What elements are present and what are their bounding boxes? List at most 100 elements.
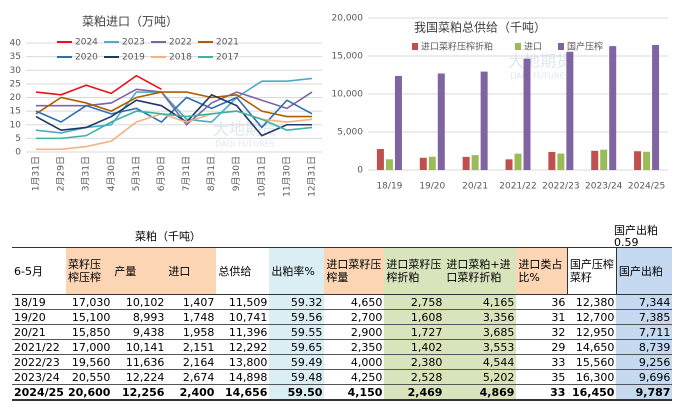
- header-cell: 国产出粕: [616, 247, 673, 295]
- header-cell: 进口菜粕+进口菜籽折粕: [444, 247, 517, 295]
- table-cell: 7,385: [616, 309, 673, 325]
- table-cell: 10,141: [112, 339, 167, 355]
- table-cell: 2,900: [324, 324, 385, 340]
- table-cell: 35: [516, 369, 568, 385]
- table-cell: 1,958: [166, 324, 217, 340]
- header-cell: 进口: [166, 247, 217, 295]
- chart-title: 菜粕进口（万吨）: [82, 14, 178, 29]
- header-cell: 进口类占比%: [516, 247, 568, 295]
- table-row: 18/19 17,030 10,102 1,407 11,509 59.32 4,650 2,…: [12, 294, 673, 310]
- y-tick-label: 0: [357, 166, 363, 176]
- table-cell: 11,396: [216, 324, 270, 340]
- table-cell: 1,402: [384, 339, 445, 355]
- data-line: [35, 74, 162, 96]
- bar: [419, 157, 427, 170]
- bar: [480, 71, 488, 170]
- bar: [437, 73, 445, 170]
- legend-label: 进口: [524, 42, 542, 53]
- bar: [591, 150, 599, 170]
- legend-label: 2020: [75, 53, 98, 63]
- legend-label: 2022: [169, 38, 192, 48]
- bar: [609, 46, 617, 171]
- data-line: [36, 110, 313, 140]
- table-cell: 1,748: [166, 309, 217, 325]
- table-cell: 18/19: [12, 294, 66, 310]
- header-cell: 进口菜籽压榨量: [324, 247, 385, 295]
- table-cell: 36: [516, 294, 568, 310]
- table-row: 2022/23 19,560 11,636 2,164 13,800 59.49 4,000…: [12, 354, 673, 370]
- header-cell: 总供给: [216, 247, 270, 295]
- x-tick-label: 3月31日: [81, 156, 92, 191]
- table-cell: 10,102: [112, 294, 167, 310]
- legend-swatch: [558, 43, 564, 50]
- data-line: [36, 110, 313, 151]
- header-cell: 菜籽压榨压榨: [65, 247, 113, 295]
- legend-label: 2023: [122, 38, 145, 48]
- table-cell: 3,685: [444, 324, 517, 340]
- watermark: DADI FUTURES: [215, 140, 274, 149]
- x-tick-label: 5月31日: [131, 156, 142, 191]
- watermark: DADI FUTURES: [510, 72, 569, 81]
- table-row: 19/20 15,100 8,993 1,748 10,741 59.56 2,700 1,6…: [12, 309, 673, 325]
- header-cell: 出粕率%: [269, 247, 325, 295]
- bar: [600, 149, 608, 170]
- table-cell: 4,650: [324, 294, 385, 310]
- bar: [394, 75, 402, 170]
- table-row: 2023/24 20,550 12,224 2,674 14,898 59.48 4,250…: [12, 369, 673, 385]
- y-tick-label: 25: [10, 79, 21, 89]
- x-tick-label: 7月31日: [181, 156, 192, 191]
- y-tick-label: 5: [15, 134, 21, 144]
- table-cell: 9,787: [616, 384, 673, 401]
- table-row: 2024/25 20,600 12,256 2,400 14,656 59.50 4,150…: [12, 384, 673, 401]
- table-cell: 8,739: [616, 339, 673, 355]
- table-cell: 5,202: [444, 369, 517, 385]
- bar: [514, 153, 522, 170]
- y-tick-label: 10: [10, 120, 22, 130]
- bar: [566, 51, 574, 170]
- legend-label: 2019: [122, 53, 145, 63]
- table-cell: 9,438: [112, 324, 167, 340]
- table-title: 菜粕（千吨）: [135, 230, 201, 243]
- table-cell: 16,300: [567, 369, 617, 385]
- x-tick-label: 2024/25: [628, 182, 665, 192]
- table-row: 20/21 15,850 9,438 1,958 11,396 59.55 2,900 1,7…: [12, 324, 673, 340]
- bar: [505, 159, 513, 170]
- x-tick-label: 2023/24: [585, 182, 623, 192]
- table-cell: 9,696: [616, 369, 673, 385]
- y-tick-label: 40: [10, 39, 22, 49]
- table-cell: 2022/23: [12, 354, 66, 370]
- x-tick-label: 10月31日: [256, 156, 267, 197]
- table-cell: 59.55: [269, 324, 325, 340]
- table-cell: 4,250: [324, 369, 385, 385]
- bar: [548, 151, 556, 170]
- bar: [385, 159, 393, 170]
- legend-label: 2021: [216, 38, 239, 48]
- table-cell: 11,509: [216, 294, 270, 310]
- y-tick-label: 5,000: [337, 128, 363, 138]
- header-cell: 6-5月: [12, 247, 66, 295]
- table-cell: 12,224: [112, 369, 167, 385]
- table-cell: 4,000: [324, 354, 385, 370]
- y-tick-label: 0: [15, 148, 21, 158]
- bar: [643, 151, 651, 170]
- x-tick-label: 4月30日: [106, 156, 117, 191]
- factor-value: 0.59: [614, 236, 639, 249]
- table-cell: 15,100: [65, 309, 113, 325]
- table-cell: 15,850: [65, 324, 113, 340]
- table-cell: 12,950: [567, 324, 617, 340]
- y-tick-label: 15,000: [332, 52, 364, 62]
- table-cell: 4,150: [324, 384, 385, 401]
- y-tick-label: 30: [10, 66, 22, 76]
- header-cell: 产量: [112, 247, 167, 295]
- table-cell: 1,407: [166, 294, 217, 310]
- bar: [557, 153, 565, 170]
- table-cell: 14,898: [216, 369, 270, 385]
- table-cell: 12,700: [567, 309, 617, 325]
- table-cell: 1,608: [384, 309, 445, 325]
- table-cell: 20/21: [12, 324, 66, 340]
- table-cell: 10,741: [216, 309, 270, 325]
- table-cell: 20,550: [65, 369, 113, 385]
- table-row: 2021/22 17,000 10,141 2,151 12,292 59.65 2,350…: [12, 339, 673, 355]
